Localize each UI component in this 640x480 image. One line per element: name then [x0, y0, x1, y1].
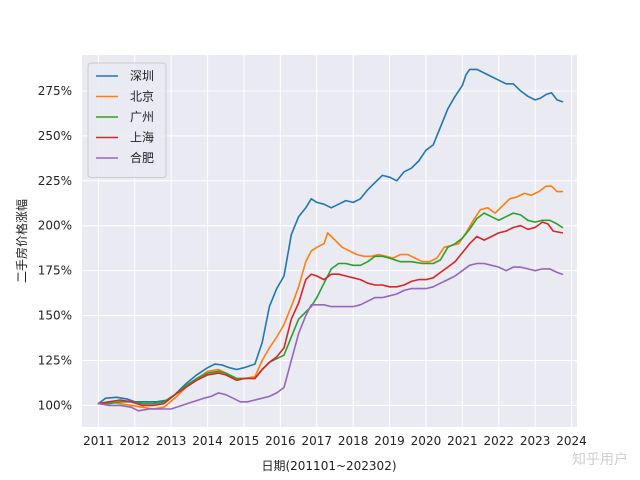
series-layer	[97, 68, 564, 412]
y-tick-label: 225%	[38, 174, 72, 188]
watermark: 知乎用户	[572, 451, 628, 468]
y-axis-label: 二手房价格涨幅	[14, 199, 29, 283]
series-line-3	[97, 212, 564, 405]
x-tick-label: 2012	[120, 434, 151, 448]
legend-label: 深圳	[130, 69, 154, 83]
x-tick-label: 2015	[229, 434, 260, 448]
x-ticks: 2011 2012 2013 2014 2015 2016 2017 2018 2019 2020…	[83, 434, 587, 448]
x-tick-label: 2021	[447, 434, 478, 448]
legend-label: 上海	[130, 130, 154, 145]
y-tick-label: 100%	[38, 398, 72, 412]
x-tick-label: 2019	[374, 434, 405, 448]
x-tick-label: 2017	[301, 434, 332, 448]
x-tick-label: 2013	[156, 434, 187, 448]
x-tick-label: 2016	[265, 434, 296, 448]
legend-label: 北京	[130, 90, 154, 104]
x-tick-label: 2022	[483, 434, 514, 448]
legend-label: 广州	[130, 110, 154, 124]
legend-box	[87, 62, 167, 178]
series-line-5	[97, 262, 564, 412]
x-tick-label: 2020	[411, 434, 442, 448]
x-axis-label: 日期(201101~202302)	[261, 459, 396, 473]
y-ticks: 100% 125% 150% 175% 200% 225% 250% 275%	[38, 84, 72, 412]
legend-label: 合肥	[130, 150, 154, 165]
series-line-4	[97, 221, 564, 407]
x-tick-label: 2024	[556, 434, 587, 448]
y-tick-label: 200%	[38, 219, 72, 233]
x-tick-label: 2011	[83, 434, 114, 448]
grid	[82, 55, 577, 427]
x-tick-label: 2018	[338, 434, 369, 448]
series-line-2	[97, 185, 564, 410]
y-tick-label: 150%	[38, 309, 72, 323]
y-tick-label: 125%	[38, 354, 72, 368]
x-tick-label: 2023	[520, 434, 551, 448]
x-tick-label: 2014	[192, 434, 223, 448]
y-tick-label: 175%	[38, 264, 72, 278]
series-line-1	[97, 68, 564, 405]
y-tick-label: 275%	[38, 84, 72, 98]
y-tick-label: 250%	[38, 129, 72, 143]
